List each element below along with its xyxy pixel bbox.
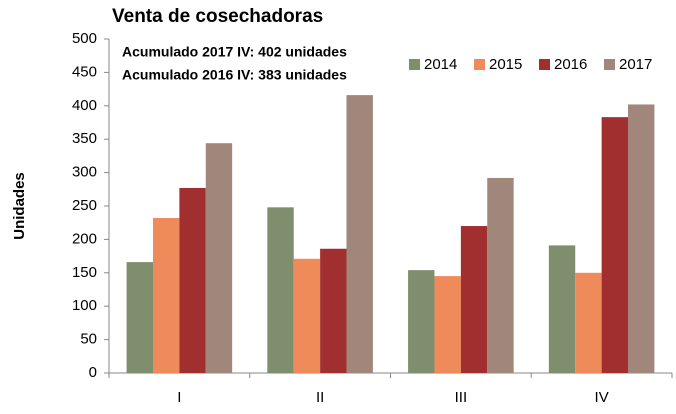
- bar: [293, 258, 321, 373]
- y-tick-label: 300: [72, 164, 97, 181]
- y-tick-label: 250: [72, 197, 97, 214]
- bar: [408, 270, 435, 373]
- bar: [179, 187, 206, 373]
- y-tick-label: 100: [72, 297, 97, 314]
- y-tick-label: 0: [89, 364, 97, 381]
- annotation: Acumulado 2016 IV: 383 unidades: [122, 67, 347, 83]
- x-tick-label: III: [455, 389, 468, 406]
- legend-swatch: [474, 59, 485, 70]
- bar: [487, 177, 514, 373]
- bar: [548, 245, 576, 373]
- chart-title: Venta de cosechadoras: [112, 6, 323, 27]
- bar: [434, 276, 461, 373]
- y-tick-label: 200: [72, 230, 97, 247]
- legend-label: 2014: [424, 56, 457, 73]
- legend-label: 2017: [619, 56, 652, 73]
- legend-swatch: [539, 59, 550, 70]
- bar: [601, 117, 629, 373]
- bar: [126, 262, 153, 373]
- bar: [267, 207, 294, 373]
- y-tick-label: 400: [72, 97, 97, 114]
- legend-swatch: [604, 59, 615, 70]
- legend-swatch: [409, 59, 420, 70]
- y-tick-label: 150: [72, 264, 97, 281]
- y-tick-label: 50: [80, 331, 97, 348]
- y-tick-label: 450: [72, 63, 97, 80]
- annotation: Acumulado 2017 IV: 402 unidades: [122, 44, 347, 60]
- x-tick-label: IV: [595, 389, 609, 406]
- bar: [460, 226, 488, 373]
- y-axis-label: Unidades: [11, 172, 28, 240]
- bar: [346, 95, 373, 373]
- legend-label: 2016: [554, 56, 587, 73]
- bar: [575, 272, 602, 373]
- bar: [152, 218, 180, 373]
- y-tick-label: 350: [72, 130, 97, 147]
- x-tick-label: II: [316, 389, 324, 406]
- y-tick-label: 500: [72, 30, 97, 47]
- legend-label: 2015: [489, 56, 522, 73]
- bar: [205, 143, 233, 373]
- bar: [320, 248, 347, 373]
- x-tick-label: I: [177, 389, 181, 406]
- bar: [628, 104, 655, 374]
